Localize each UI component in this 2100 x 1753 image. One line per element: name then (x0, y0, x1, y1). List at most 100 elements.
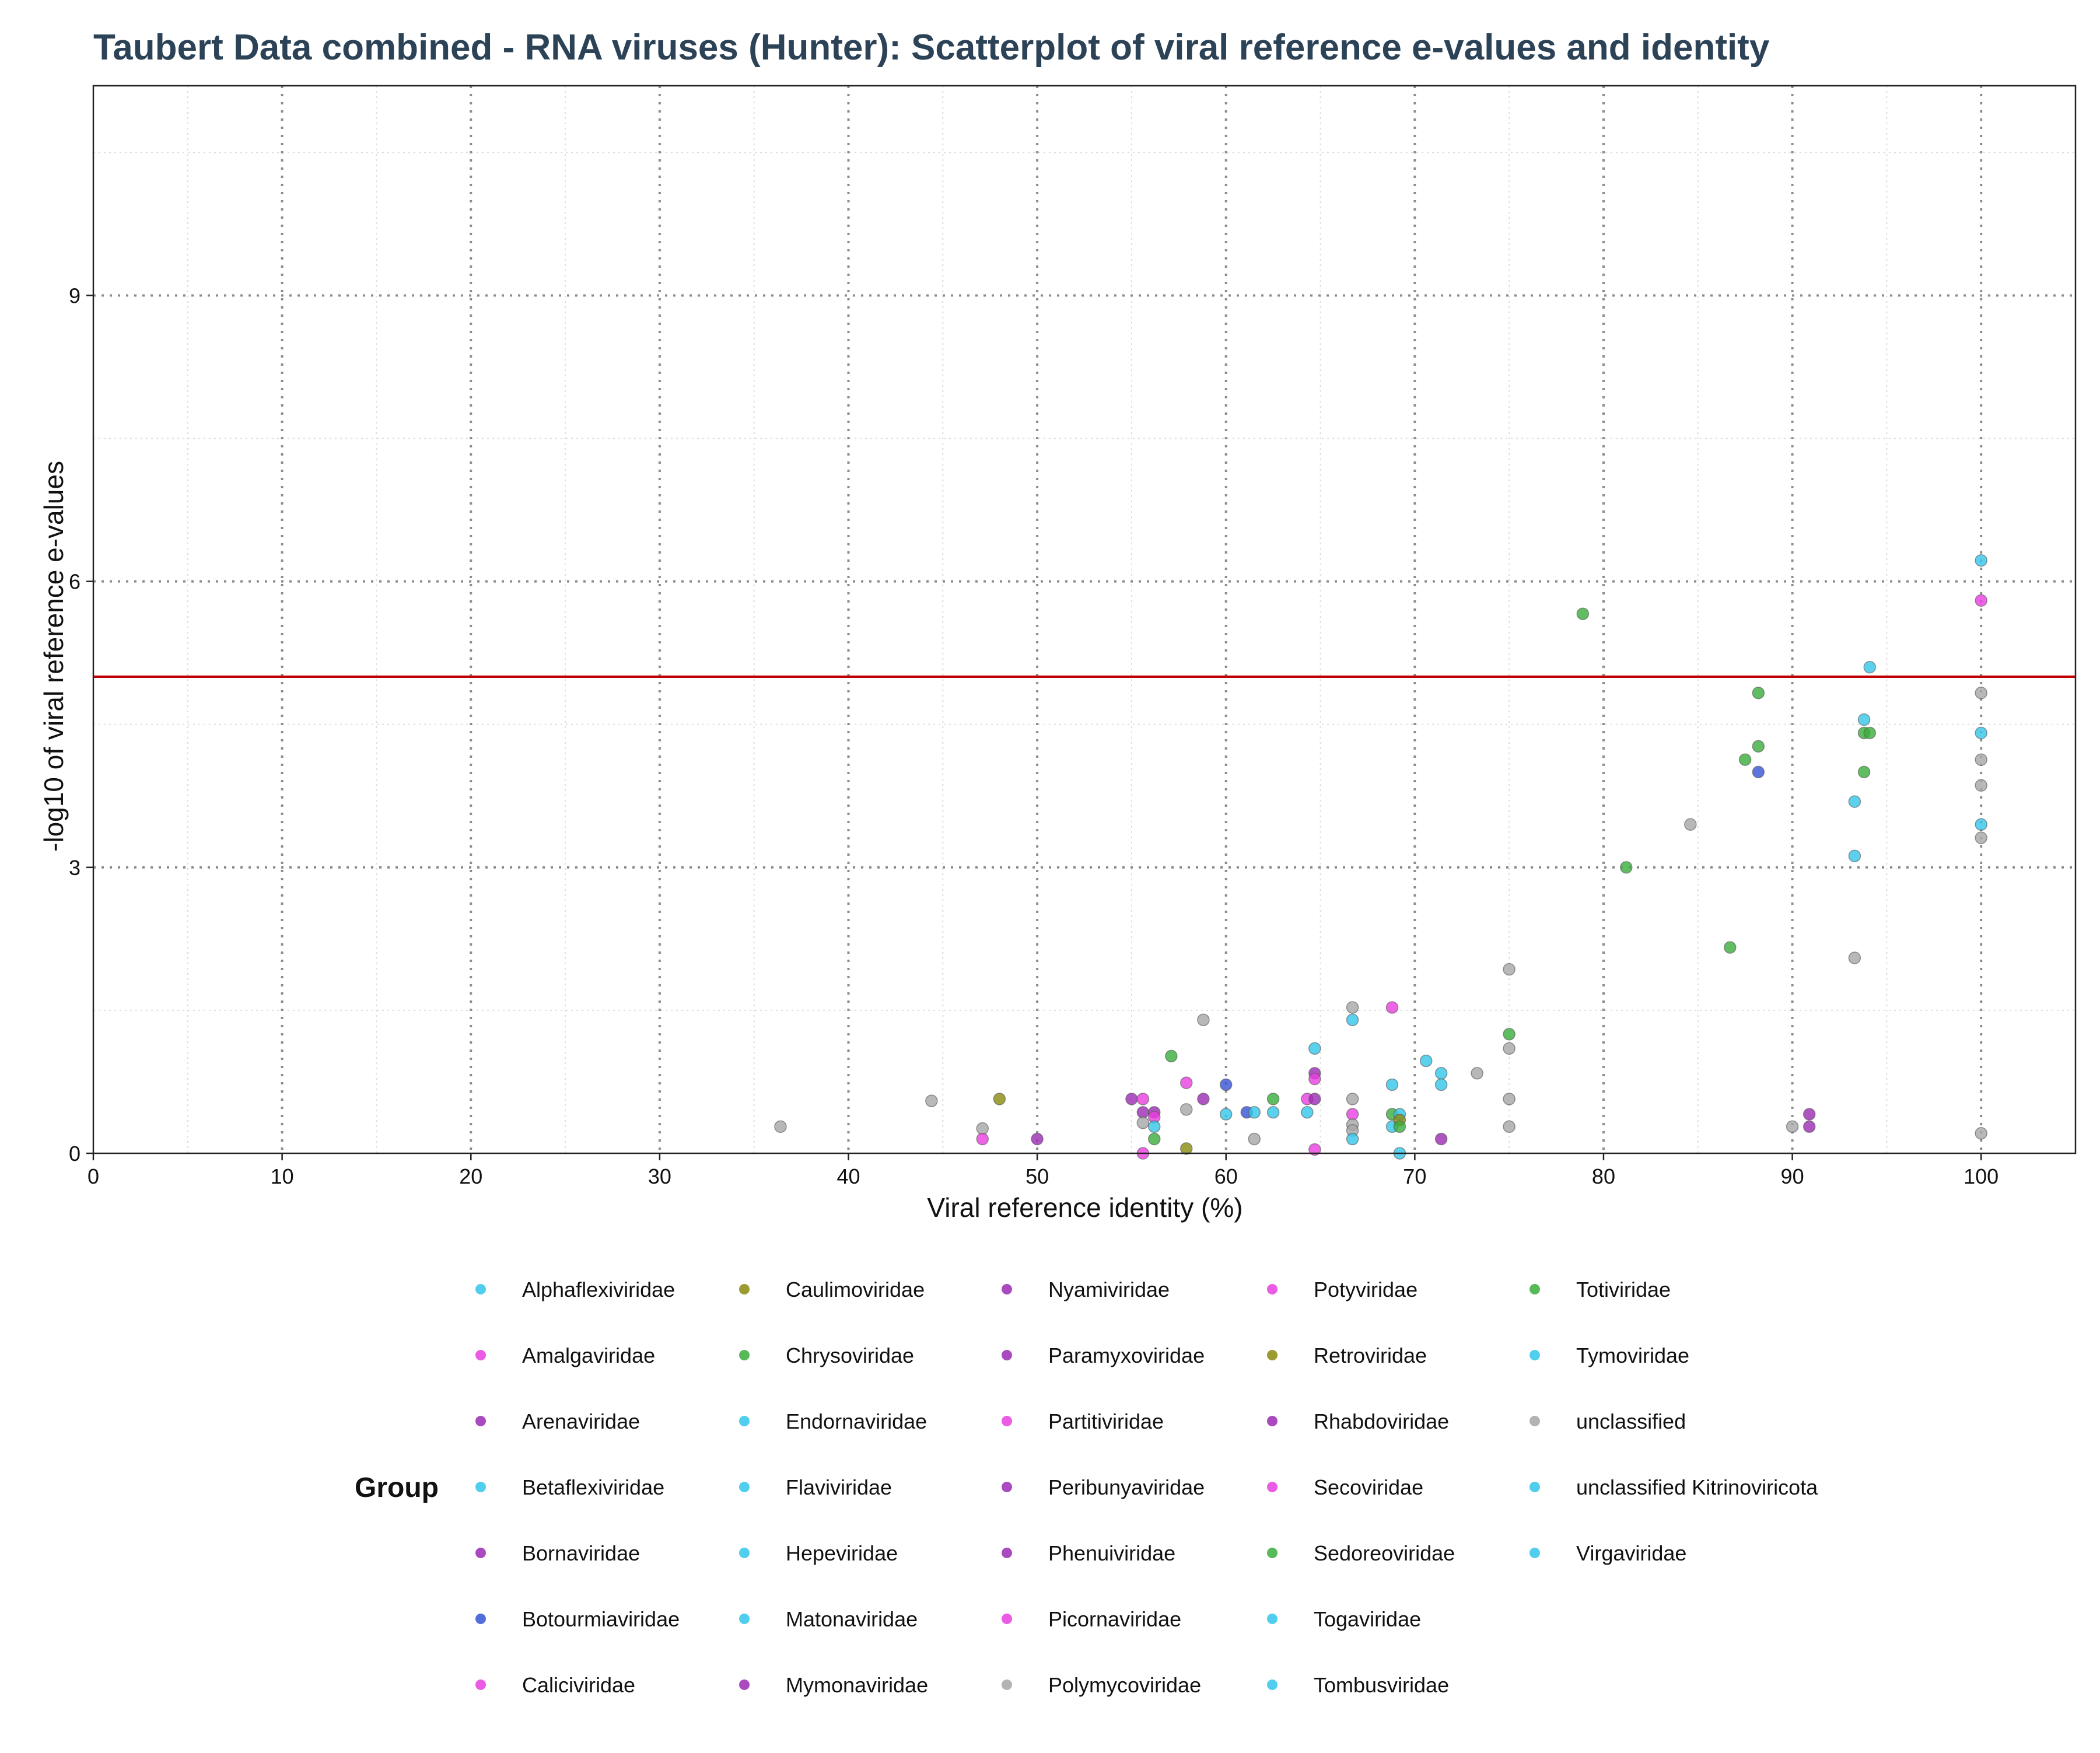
legend-label: Togaviridae (1314, 1607, 1421, 1631)
data-point (1180, 1103, 1193, 1116)
data-point (1266, 1105, 1280, 1119)
data-point (1420, 1054, 1433, 1068)
legend-label: Tymoviridae (1576, 1343, 1689, 1367)
legend-marker (1267, 1679, 1278, 1690)
data-point (1266, 1093, 1280, 1105)
legend-label: Endornaviridae (786, 1409, 927, 1433)
data-point (1180, 1076, 1193, 1089)
data-point (1031, 1132, 1044, 1146)
data-point (1434, 1078, 1448, 1091)
data-point (1576, 607, 1590, 620)
data-point (1248, 1132, 1261, 1146)
legend-item: Sedoreoviridae (1267, 1541, 1455, 1565)
data-point (1857, 713, 1871, 726)
legend-item: unclassified (1530, 1409, 1686, 1433)
legend-item: Togaviridae (1267, 1607, 1421, 1631)
data-point (1136, 1116, 1150, 1129)
legend-marker (1002, 1679, 1012, 1690)
legend-marker (475, 1679, 486, 1690)
legend-label: Retroviridae (1314, 1343, 1427, 1367)
plot-background (93, 86, 2076, 1153)
data-point (1786, 1120, 1799, 1133)
legend-label: Tombusviridae (1314, 1673, 1449, 1697)
data-point (1248, 1105, 1261, 1119)
data-point (925, 1094, 938, 1107)
data-point (1385, 1001, 1399, 1014)
data-point (1803, 1120, 1816, 1133)
data-point (1471, 1067, 1483, 1080)
legend-item: Rhabdoviridae (1267, 1409, 1449, 1433)
legend-item: Caulimoviridae (739, 1278, 925, 1301)
legend-marker (739, 1416, 750, 1426)
legend-marker (739, 1548, 750, 1558)
data-point (1147, 1120, 1161, 1133)
legend-label: Caulimoviridae (786, 1278, 925, 1301)
data-point (1346, 1093, 1359, 1105)
legend-marker (1530, 1284, 1540, 1294)
data-point (1863, 726, 1877, 740)
data-point (1975, 687, 1987, 699)
data-point (1724, 941, 1737, 954)
legend-item: Peribunyaviridae (1002, 1475, 1205, 1499)
legend-item: Nyamiviridae (1002, 1278, 1170, 1301)
y-axis-label: -log10 of viral reference e-values (38, 461, 69, 852)
legend-label: Phenuiviridae (1048, 1541, 1175, 1565)
legend-label: Caliciviridae (522, 1673, 635, 1697)
legend-marker (739, 1350, 750, 1360)
data-point (1197, 1013, 1210, 1026)
legend-marker (1267, 1416, 1278, 1426)
legend-title: Group (355, 1472, 439, 1503)
x-axis-label: Viral reference identity (%) (927, 1192, 1242, 1223)
data-point (1975, 594, 1987, 607)
legend-label: Amalgaviridae (522, 1343, 655, 1367)
legend-item: Alphaflexiviridae (475, 1278, 675, 1301)
legend-label: Potyviridae (1314, 1278, 1418, 1301)
legend-marker (1267, 1284, 1278, 1294)
data-point (1975, 779, 1987, 792)
data-point (1434, 1067, 1448, 1080)
legend-marker (475, 1416, 486, 1426)
legend-label: Totiviridae (1576, 1278, 1671, 1301)
data-point (1147, 1132, 1161, 1146)
legend-label: Chrysoviridae (786, 1343, 914, 1367)
data-point (1346, 1132, 1359, 1146)
data-point (1136, 1093, 1150, 1105)
data-point (1125, 1093, 1138, 1105)
data-point (1308, 1042, 1321, 1055)
legend-marker (1267, 1614, 1278, 1624)
legend-item: Polymycoviridae (1002, 1673, 1201, 1697)
legend-item: Virgaviridae (1530, 1541, 1686, 1565)
legend-label: Matonaviridae (786, 1607, 918, 1631)
x-tick-label: 40 (836, 1164, 860, 1188)
x-tick-label: 10 (271, 1164, 294, 1188)
legend-item: unclassified Kitrinoviricota (1530, 1475, 1818, 1499)
legend-item: Betaflexiviridae (475, 1475, 664, 1499)
legend-label: Polymycoviridae (1048, 1673, 1201, 1697)
data-point (1219, 1108, 1233, 1121)
data-point (1308, 1093, 1321, 1105)
x-tick-label: 80 (1592, 1164, 1615, 1188)
data-point (1503, 1042, 1516, 1055)
legend-label: Flaviviridae (786, 1475, 892, 1499)
y-tick-label: 0 (69, 1142, 80, 1166)
legend-label: Paramyxoviridae (1048, 1343, 1205, 1367)
legend-item: Flaviviridae (739, 1475, 892, 1499)
legend-marker (1267, 1350, 1278, 1360)
data-point (1848, 951, 1861, 964)
legend-label: Partitiviridae (1048, 1409, 1164, 1433)
chart-title: Taubert Data combined - RNA viruses (Hun… (93, 27, 1770, 68)
legend-label: unclassified Kitrinoviricota (1576, 1475, 1818, 1499)
data-point (1975, 554, 1987, 567)
legend-item: Partitiviridae (1002, 1409, 1164, 1433)
data-point (976, 1122, 989, 1135)
x-tick-label: 30 (648, 1164, 671, 1188)
x-tick-label: 100 (1964, 1164, 1999, 1188)
legend-label: Bornaviridae (522, 1541, 640, 1565)
data-point (1857, 765, 1871, 779)
data-point (1752, 740, 1765, 753)
data-point (1346, 1013, 1359, 1026)
legend-marker (1002, 1350, 1012, 1360)
data-point (1684, 818, 1697, 831)
